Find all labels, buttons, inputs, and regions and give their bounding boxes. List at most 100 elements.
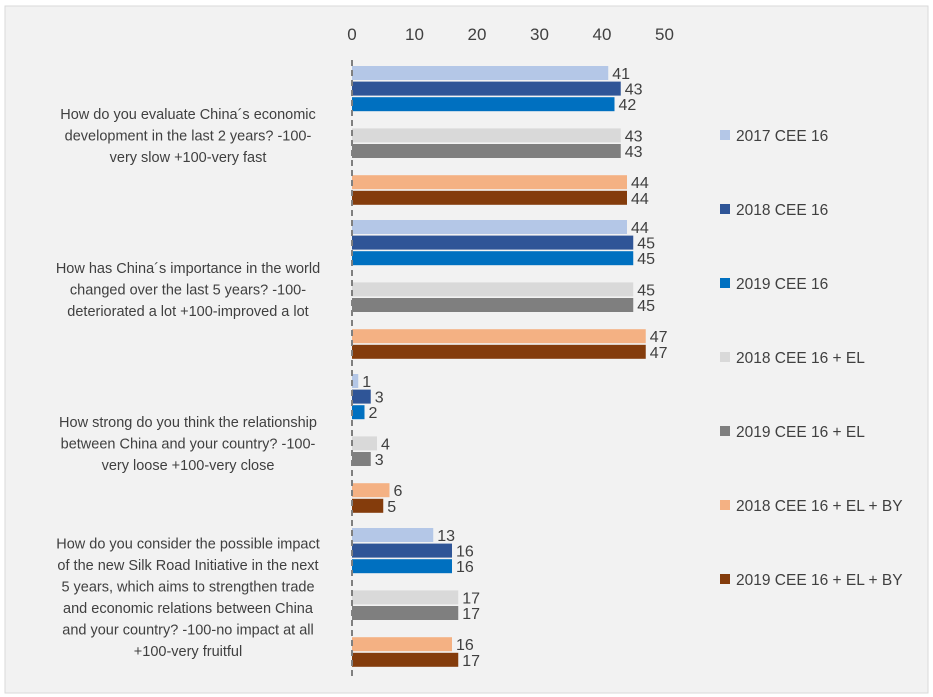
bar bbox=[352, 298, 634, 312]
category-label-line: 5 years, which aims to strengthen trade bbox=[61, 580, 314, 596]
bar bbox=[352, 652, 459, 667]
legend-label: 2019 CEE 16 bbox=[736, 276, 828, 293]
category-label-line: How do you evaluate China´s economic bbox=[60, 107, 316, 123]
data-label: 45 bbox=[637, 298, 655, 315]
bar bbox=[352, 543, 452, 558]
data-label: 42 bbox=[619, 97, 637, 114]
bar bbox=[352, 559, 452, 574]
category-label-line: How has China´s importance in the world bbox=[56, 261, 320, 277]
legend-label: 2018 CEE 16 bbox=[736, 202, 828, 219]
data-label: 16 bbox=[456, 544, 474, 561]
category-label: How do you consider the possible impact o… bbox=[56, 537, 320, 661]
data-label: 43 bbox=[625, 144, 643, 161]
category-label-line: very slow +100-very fast bbox=[110, 150, 267, 166]
data-label: 45 bbox=[637, 282, 655, 299]
legend-label: 2019 CEE 16 + EL + BY bbox=[736, 572, 903, 589]
bars-layer: 4143424343444444454545454747132436513161… bbox=[352, 66, 668, 670]
data-label: 44 bbox=[631, 191, 649, 208]
category-label-line: and economic relations between China bbox=[63, 601, 314, 617]
bar bbox=[352, 344, 646, 359]
x-tick-label: 10 bbox=[405, 25, 424, 44]
category-label-line: between China and your country? -100- bbox=[61, 436, 316, 452]
legend-swatch bbox=[720, 130, 730, 140]
category-label-line: deteriorated a lot +100-improved a lot bbox=[67, 304, 308, 320]
data-label: 16 bbox=[456, 637, 474, 654]
x-tick-label: 50 bbox=[655, 25, 674, 44]
legend-label: 2017 CEE 16 bbox=[736, 128, 828, 145]
bar bbox=[352, 528, 434, 542]
data-label: 13 bbox=[437, 528, 455, 545]
category-label-line: changed over the last 5 years? -100- bbox=[70, 282, 306, 298]
legend: 2017 CEE 16 2018 CEE 16 2019 CEE 16 2018 CE… bbox=[720, 128, 903, 589]
bar bbox=[352, 220, 627, 234]
bar bbox=[352, 374, 359, 388]
bar bbox=[352, 81, 621, 96]
category-label-line: and your country? -100-no impact at all bbox=[62, 623, 313, 639]
category-label-line: +100-very fruitful bbox=[134, 644, 242, 660]
data-label: 45 bbox=[637, 251, 655, 268]
bar bbox=[352, 405, 365, 420]
category-label: How do you evaluate China´s economic deve… bbox=[60, 107, 316, 166]
bar bbox=[352, 66, 609, 80]
bar bbox=[352, 251, 634, 266]
category-label-line: How do you consider the possible impact bbox=[56, 537, 320, 553]
bar bbox=[352, 235, 634, 250]
legend-swatch bbox=[720, 426, 730, 436]
bar bbox=[352, 282, 634, 297]
category-label-line: development in the last 2 years? -100- bbox=[65, 128, 312, 144]
data-label: 17 bbox=[462, 653, 480, 670]
bar bbox=[352, 144, 621, 158]
bar bbox=[352, 436, 377, 451]
x-axis-ticks: 0 10 20 30 40 50 bbox=[347, 25, 674, 44]
bar bbox=[352, 452, 371, 466]
data-label: 3 bbox=[375, 390, 384, 407]
data-label: 43 bbox=[625, 82, 643, 99]
legend-swatch bbox=[720, 574, 730, 584]
bar bbox=[352, 389, 371, 404]
category-label: How strong do you think the relationship… bbox=[59, 415, 317, 474]
legend-swatch bbox=[720, 278, 730, 288]
data-label: 44 bbox=[631, 175, 649, 192]
bar bbox=[352, 483, 390, 498]
category-label: How has China´s importance in the world c… bbox=[56, 261, 320, 320]
data-label: 45 bbox=[637, 236, 655, 253]
x-tick-label: 20 bbox=[468, 25, 487, 44]
data-label: 41 bbox=[612, 66, 630, 83]
bar bbox=[352, 637, 452, 652]
data-label: 43 bbox=[625, 128, 643, 145]
legend-swatch bbox=[720, 500, 730, 510]
data-label: 1 bbox=[362, 374, 371, 391]
category-label-line: very loose +100-very close bbox=[102, 458, 275, 474]
bar bbox=[352, 128, 621, 143]
x-tick-label: 40 bbox=[593, 25, 612, 44]
data-label: 4 bbox=[381, 436, 390, 453]
bar bbox=[352, 606, 459, 620]
bar bbox=[352, 97, 615, 112]
bar bbox=[352, 590, 459, 605]
data-label: 6 bbox=[394, 483, 403, 500]
bar bbox=[352, 175, 627, 190]
data-label: 47 bbox=[650, 329, 668, 346]
legend-swatch bbox=[720, 352, 730, 362]
legend-label: 2018 CEE 16 + EL + BY bbox=[736, 498, 903, 515]
data-label: 47 bbox=[650, 345, 668, 362]
data-label: 2 bbox=[369, 405, 378, 422]
data-label: 16 bbox=[456, 559, 474, 576]
data-label: 17 bbox=[462, 606, 480, 623]
data-label: 17 bbox=[462, 590, 480, 607]
bar bbox=[352, 498, 384, 513]
x-tick-label: 0 bbox=[347, 25, 356, 44]
data-label: 44 bbox=[631, 220, 649, 237]
data-label: 3 bbox=[375, 452, 384, 469]
x-tick-label: 30 bbox=[530, 25, 549, 44]
legend-swatch bbox=[720, 204, 730, 214]
category-labels: How do you evaluate China´s economic deve… bbox=[56, 107, 320, 660]
category-label-line: of the new Silk Road Initiative in the n… bbox=[57, 558, 318, 574]
legend-label: 2018 CEE 16 + EL bbox=[736, 350, 865, 367]
legend-label: 2019 CEE 16 + EL bbox=[736, 424, 865, 441]
bar bbox=[352, 329, 646, 344]
data-label: 5 bbox=[387, 499, 396, 516]
bar bbox=[352, 190, 627, 205]
category-label-line: How strong do you think the relationship bbox=[59, 415, 317, 431]
